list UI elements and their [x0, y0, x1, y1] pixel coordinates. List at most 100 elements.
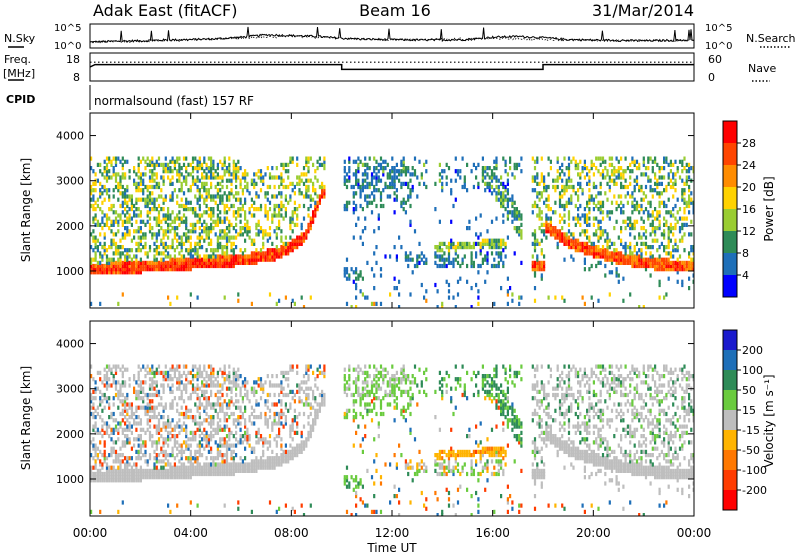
power-cell — [649, 222, 652, 227]
power-cell — [194, 263, 197, 269]
power-cell — [185, 169, 188, 174]
velocity-cell — [185, 440, 188, 445]
power-cell — [688, 203, 691, 209]
velocity-cell — [112, 465, 115, 470]
velocity-cell — [171, 475, 174, 480]
power-cell — [216, 207, 219, 212]
power-cell — [119, 191, 122, 196]
power-cell — [216, 181, 219, 186]
power-cell — [280, 251, 283, 256]
power-cell — [570, 232, 573, 237]
power-cell — [606, 235, 609, 240]
velocity-cell — [203, 465, 206, 470]
power-cell — [221, 248, 224, 253]
power-cell — [520, 232, 523, 237]
power-cell — [452, 295, 455, 300]
power-cell — [167, 169, 170, 174]
power-cell — [92, 229, 95, 234]
power-cell — [230, 188, 233, 193]
power-cell — [672, 172, 675, 177]
power-cell — [626, 200, 629, 205]
power-cell — [223, 216, 226, 221]
velocity-cell — [289, 434, 292, 439]
power-cell — [239, 166, 242, 171]
velocity-cell — [105, 421, 109, 426]
power-cell — [223, 254, 226, 259]
velocity-cell — [92, 389, 95, 394]
velocity-cell — [162, 374, 165, 379]
power-cell — [246, 181, 249, 186]
power-cell — [470, 260, 473, 265]
power-cell — [225, 166, 229, 171]
velocity-cell — [101, 478, 104, 483]
velocity-cell — [114, 456, 118, 461]
power-cell — [561, 178, 564, 183]
velocity-cell — [194, 364, 197, 369]
power-cell — [601, 254, 605, 259]
power-cell — [228, 257, 231, 262]
power-cell — [579, 245, 582, 250]
velocity-cell — [264, 418, 267, 423]
power-cell — [456, 169, 460, 174]
power-cell — [212, 251, 215, 256]
power-cell — [640, 226, 643, 231]
power-cell — [309, 226, 312, 231]
velocity-cell — [117, 396, 120, 401]
velocity-cell — [223, 367, 226, 372]
velocity-cell — [191, 456, 195, 461]
velocity-cell — [205, 434, 208, 439]
velocity-cell — [139, 478, 142, 483]
power-cell — [669, 210, 672, 215]
power-cell — [173, 235, 176, 240]
power-cell — [502, 156, 505, 161]
power-cell — [300, 172, 303, 177]
power-cell — [121, 222, 124, 227]
power-cell — [685, 260, 688, 265]
velocity-cell — [216, 462, 219, 467]
power-cell — [176, 169, 179, 174]
velocity-cell — [139, 396, 142, 401]
power-cell — [361, 181, 364, 186]
power-cell — [257, 219, 260, 224]
velocity-cell — [189, 468, 192, 473]
power-cell — [479, 232, 482, 237]
power-cell — [592, 248, 595, 253]
velocity-cell — [187, 446, 190, 451]
power-cell — [592, 232, 595, 237]
velocity-cell — [151, 405, 154, 410]
power-cell — [642, 232, 645, 237]
velocity-cell — [241, 396, 244, 401]
velocity-cell — [139, 475, 142, 480]
power-cell — [495, 216, 498, 221]
power-cell — [642, 159, 645, 164]
velocity-cell — [235, 380, 238, 385]
power-cell — [237, 191, 240, 196]
velocity-cell — [237, 462, 240, 467]
velocity-cell — [137, 389, 140, 394]
power-cell — [121, 263, 124, 269]
velocity-cell — [135, 465, 138, 470]
power-cell — [228, 178, 231, 183]
power-cell — [441, 305, 444, 308]
power-cell — [160, 238, 163, 243]
power-cell — [219, 194, 222, 199]
velocity-cell — [235, 430, 238, 435]
power-cell — [112, 270, 115, 275]
power-cell — [237, 210, 240, 215]
power-cell — [155, 248, 158, 253]
power-cell — [221, 245, 224, 250]
power-cell — [94, 245, 97, 250]
power-cell — [94, 263, 97, 269]
power-cell — [497, 191, 500, 196]
power-cell — [266, 210, 269, 215]
power-cell — [599, 254, 602, 259]
velocity-cell — [225, 453, 229, 458]
power-cell — [606, 210, 609, 215]
power-cell — [137, 248, 140, 253]
power-cell — [640, 260, 643, 265]
power-cell — [583, 257, 586, 262]
power-cell — [538, 213, 541, 218]
power-cell — [148, 260, 152, 265]
power-cell — [205, 260, 208, 265]
power-cell — [318, 162, 321, 167]
